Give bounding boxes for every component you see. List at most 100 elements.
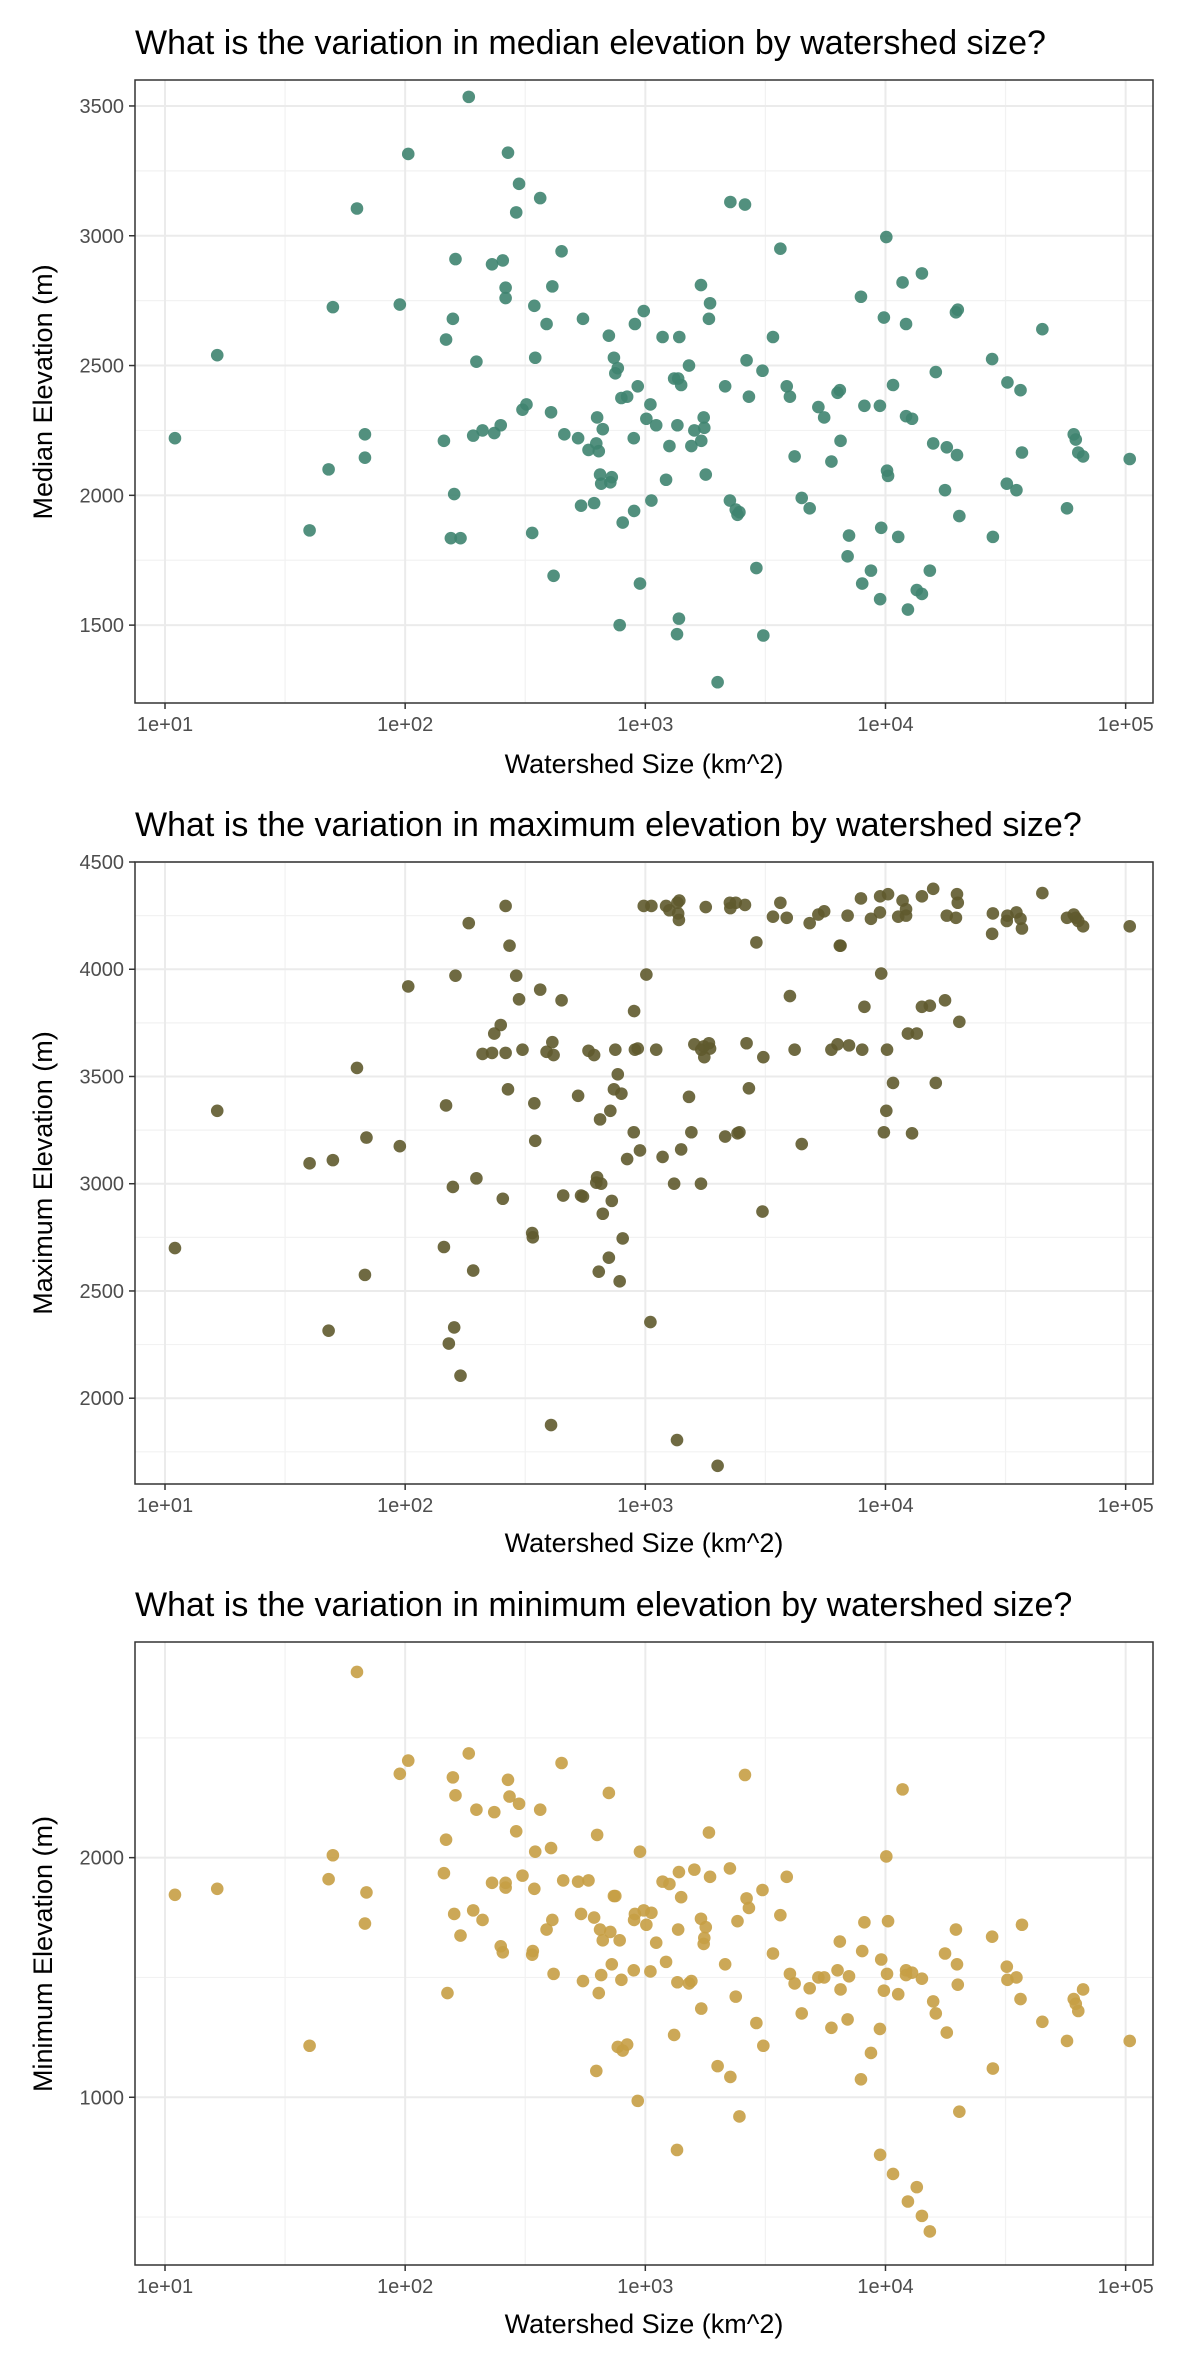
- data-point: [512, 177, 526, 191]
- x-tick-label: 1e+02: [377, 2276, 433, 2298]
- data-point: [587, 1048, 601, 1062]
- data-point: [571, 431, 585, 445]
- data-point: [899, 902, 913, 916]
- data-point: [711, 1459, 724, 1473]
- data-point: [1071, 2004, 1085, 2018]
- data-point: [546, 1913, 559, 1927]
- data-point: [905, 412, 919, 426]
- x-tick-label: 1e+02: [377, 1495, 433, 1517]
- axis-ticks: 1e+01 1e+02 1e+03 1e+04 1e+05 2000 2500 3000 350…: [80, 852, 1154, 1517]
- data-point: [496, 1946, 510, 1959]
- data-point: [462, 90, 476, 104]
- data-point: [1015, 1918, 1029, 1932]
- data-point: [627, 1004, 641, 1018]
- data-point: [358, 428, 372, 441]
- data-point: [449, 1789, 462, 1802]
- y-axis-title: Median Elevation (m): [28, 264, 58, 519]
- x-tick-label: 1e+03: [617, 2276, 673, 2298]
- axis-ticks: 1e+01 1e+02 1e+03 1e+04 1e+05 1000 2000: [80, 1848, 1154, 2298]
- data-point: [1015, 922, 1029, 935]
- data-point: [499, 899, 512, 913]
- data-point: [951, 303, 965, 317]
- data-point: [547, 1048, 560, 1062]
- data-point: [607, 351, 621, 365]
- data-point: [503, 1790, 516, 1803]
- data-point: [645, 494, 658, 507]
- data-point: [444, 531, 458, 545]
- data-point: [303, 2039, 316, 2053]
- data-point: [494, 418, 508, 432]
- data-point: [442, 1337, 456, 1350]
- data-point: [512, 992, 526, 1006]
- data-point: [525, 526, 539, 540]
- data-point: [616, 1232, 629, 1245]
- data-point: [874, 967, 888, 980]
- data-point: [516, 1869, 529, 1882]
- data-point: [672, 1865, 686, 1879]
- data-point: [605, 1957, 619, 1971]
- data-point: [462, 1747, 476, 1760]
- data-point: [644, 1965, 657, 1978]
- data-point: [855, 1043, 869, 1056]
- data-point: [644, 398, 657, 411]
- data-point: [874, 521, 888, 535]
- x-tick-label: 1e+05: [1098, 2276, 1154, 2298]
- data-point: [774, 242, 787, 256]
- data-point: [841, 2013, 854, 2026]
- data-point: [702, 312, 716, 326]
- data-point: [582, 1874, 595, 1887]
- data-point: [940, 441, 954, 454]
- data-point: [986, 530, 1000, 544]
- y-axis-title: Maximum Elevation (m): [28, 1031, 58, 1315]
- data-point: [509, 969, 523, 982]
- points-layer: [168, 90, 1137, 689]
- data-point: [738, 898, 752, 912]
- data-point: [401, 980, 415, 993]
- data-point: [501, 146, 515, 159]
- data-point: [593, 1923, 607, 1936]
- x-tick-label: 1e+01: [137, 1495, 193, 1517]
- data-point: [526, 1231, 540, 1244]
- data-point: [476, 1913, 489, 1927]
- chart-maximum-elevation: 1e+01 1e+02 1e+03 1e+04 1e+05 2000 2500 3000 350…: [28, 806, 1154, 1558]
- data-point: [303, 524, 316, 537]
- data-point: [685, 439, 698, 453]
- data-point: [587, 496, 601, 510]
- data-point: [750, 561, 763, 575]
- data-point: [877, 1125, 891, 1139]
- x-axis-title: Watershed Size (km^2): [505, 749, 784, 779]
- data-point: [901, 1027, 915, 1040]
- data-point: [605, 1194, 619, 1208]
- data-point: [718, 1957, 732, 1971]
- data-point: [742, 390, 756, 403]
- data-point: [656, 330, 669, 344]
- data-point: [604, 1925, 617, 1939]
- data-point: [670, 627, 684, 641]
- data-point: [437, 434, 451, 448]
- data-point: [576, 1190, 590, 1203]
- data-point: [694, 278, 708, 292]
- data-point: [454, 1369, 467, 1382]
- data-point: [783, 390, 797, 403]
- panel-border: [134, 861, 1154, 1485]
- data-point: [594, 1177, 608, 1191]
- data-point: [694, 1177, 708, 1191]
- data-point: [663, 1877, 676, 1891]
- data-point: [923, 999, 937, 1013]
- data-point: [915, 267, 929, 280]
- data-point: [703, 1870, 717, 1884]
- data-point: [1060, 2034, 1074, 2048]
- data-point: [437, 1866, 451, 1880]
- data-point: [891, 530, 905, 544]
- data-point: [667, 1177, 681, 1191]
- data-point: [896, 276, 909, 289]
- data-point: [446, 1180, 460, 1194]
- data-point: [168, 431, 182, 445]
- data-point: [439, 1099, 453, 1112]
- data-point: [738, 198, 752, 211]
- data-point: [466, 1904, 480, 1917]
- data-point: [854, 892, 868, 905]
- chart-title: What is the variation in maximum elevati…: [135, 806, 1082, 844]
- data-point: [571, 1875, 585, 1888]
